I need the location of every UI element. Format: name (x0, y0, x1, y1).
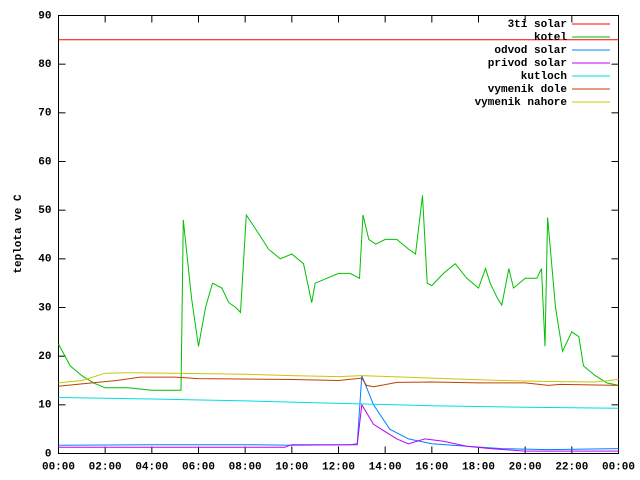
y-tick-label: 50 (38, 205, 51, 217)
y-axis-label: teplota ve C (13, 194, 25, 274)
legend-label: odvod solar (494, 45, 567, 57)
y-tick-label: 40 (38, 254, 51, 266)
y-tick-label: 70 (38, 108, 51, 120)
legend-label: kotel (534, 32, 567, 44)
y-tick-label: 20 (38, 351, 51, 363)
x-tick-label: 00:00 (602, 461, 635, 473)
x-tick-label: 10:00 (275, 461, 308, 473)
series-line (58, 372, 619, 384)
series-line (58, 195, 619, 391)
x-tick-label: 00:00 (42, 461, 75, 473)
x-tick-label: 18:00 (462, 461, 495, 473)
y-tick-label: 10 (38, 400, 51, 412)
x-tick-label: 02:00 (89, 461, 122, 473)
series-line (58, 375, 619, 451)
legend-label: kutloch (521, 71, 567, 83)
x-tick-label: 16:00 (415, 461, 448, 473)
series-line (58, 403, 619, 452)
legend-label: privod solar (488, 58, 567, 70)
y-tick-label: 90 (38, 10, 51, 22)
x-tick-label: 20:00 (509, 461, 542, 473)
x-tick-label: 08:00 (229, 461, 262, 473)
y-tick-label: 0 (45, 448, 52, 460)
y-tick-label: 60 (38, 156, 51, 168)
legend-label: 3ti solar (508, 19, 567, 31)
y-tick-label: 30 (38, 302, 51, 314)
x-tick-label: 06:00 (182, 461, 215, 473)
x-tick-label: 14:00 (369, 461, 402, 473)
x-tick-label: 12:00 (322, 461, 355, 473)
y-tick-label: 80 (38, 59, 51, 71)
series-line (58, 397, 619, 409)
x-tick-label: 04:00 (135, 461, 168, 473)
series-line (58, 376, 619, 388)
legend-label: vymenik nahore (475, 97, 568, 109)
legend-label: vymenik dole (488, 84, 568, 96)
x-tick-label: 22:00 (555, 461, 588, 473)
